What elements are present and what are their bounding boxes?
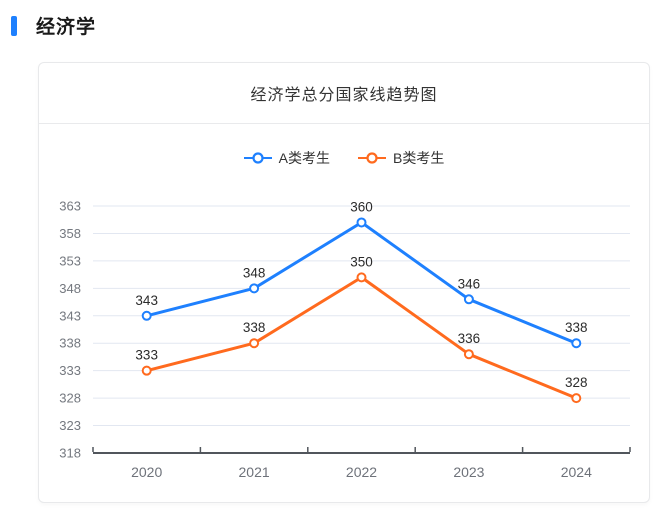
y-tick-label: 343 [59, 308, 81, 323]
section-header: 经济学 [11, 12, 96, 39]
chart-title-row: 经济学总分国家线趋势图 [39, 63, 649, 124]
trend-chart: 318 323 328 333 338 343 348 353 358 363 2020 2021 20… [59, 199, 631, 480]
series-line-A类考生 [145, 220, 578, 345]
data-label: 346 [458, 276, 481, 291]
y-tick-label: 338 [59, 336, 81, 351]
data-label: 343 [135, 293, 158, 308]
legend-marker-icon [358, 152, 386, 164]
legend-label: B类考生 [393, 150, 445, 166]
y-tick-label: 318 [59, 446, 81, 461]
data-label: 360 [350, 199, 373, 214]
data-point-A类考生-2024[interactable] [571, 338, 582, 349]
legend-item-B类考生[interactable]: B类考生 [358, 148, 444, 168]
data-point-B类考生-2022[interactable] [356, 272, 367, 283]
data-point-A类考生-2023[interactable] [463, 294, 474, 305]
data-label: 338 [243, 320, 266, 335]
data-label: 348 [243, 265, 266, 280]
x-category-label: 2022 [346, 464, 377, 480]
data-point-B类考生-2023[interactable] [463, 349, 474, 360]
data-point-A类考生-2022[interactable] [356, 217, 367, 228]
legend-label: A类考生 [278, 150, 330, 166]
data-point-B类考生-2020[interactable] [141, 365, 152, 376]
y-tick-label: 358 [59, 226, 81, 241]
data-label: 328 [565, 375, 588, 390]
chart-card: 经济学总分国家线趋势图 A类考生 B类考生 318 323 328 333 338 343 3… [38, 62, 650, 503]
data-label: 333 [135, 348, 158, 363]
x-category-label: 2023 [453, 464, 484, 480]
data-point-A类考生-2021[interactable] [249, 283, 260, 294]
legend-item-A类考生[interactable]: A类考生 [243, 148, 330, 168]
y-tick-label: 348 [59, 281, 81, 296]
data-label: 336 [458, 331, 481, 346]
accent-bar-icon [11, 15, 17, 36]
x-category-label: 2024 [561, 464, 592, 480]
y-tick-label: 333 [59, 363, 81, 378]
chart-legend: A类考生 B类考生 [39, 148, 649, 168]
y-tick-label: 363 [59, 199, 81, 214]
y-tick-label: 323 [59, 418, 81, 433]
x-category-label: 2020 [131, 464, 162, 480]
data-point-A类考生-2020[interactable] [141, 310, 152, 321]
legend-marker-icon [243, 152, 272, 164]
y-tick-label: 328 [59, 391, 81, 406]
data-label: 338 [565, 320, 588, 335]
data-point-B类考生-2024[interactable] [571, 393, 582, 404]
series-line-B类考生 [145, 275, 578, 400]
data-label: 350 [350, 254, 373, 269]
y-tick-label: 353 [59, 253, 81, 268]
chart-title: 经济学总分国家线趋势图 [250, 87, 438, 104]
x-category-label: 2021 [239, 464, 270, 480]
section-title: 经济学 [36, 17, 97, 38]
data-point-B类考生-2021[interactable] [249, 338, 260, 349]
